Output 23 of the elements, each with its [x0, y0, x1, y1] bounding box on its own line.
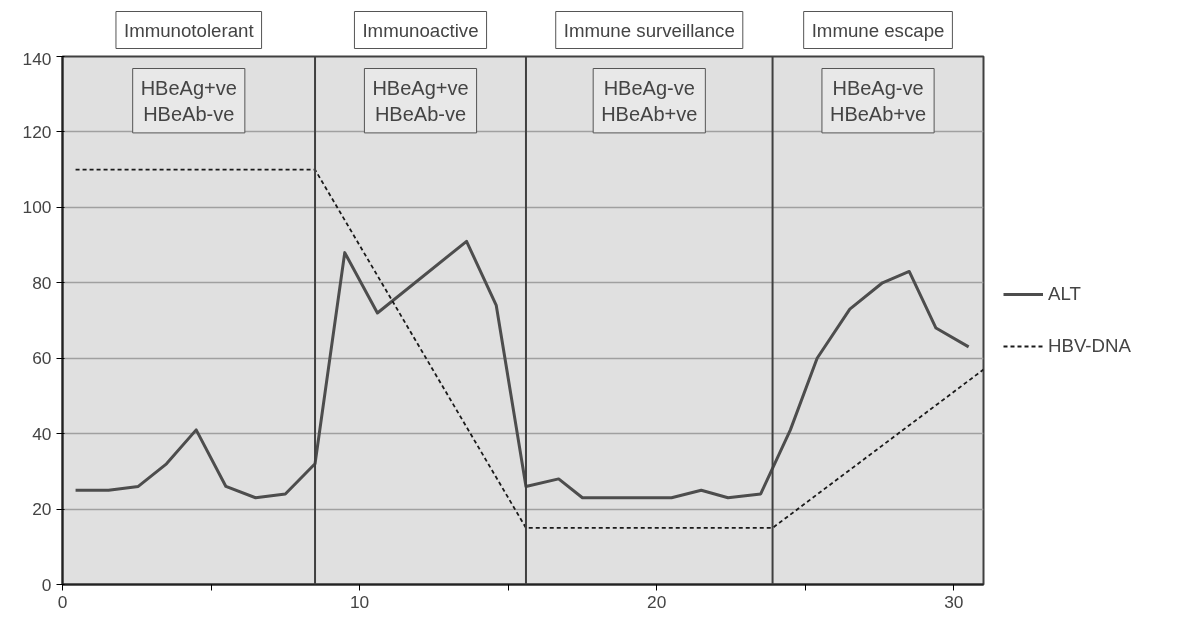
text: Immunoactive	[362, 19, 479, 41]
y-tick-label: 60	[32, 348, 52, 369]
text: Immune surveillance	[563, 19, 735, 41]
x-tick-label: 0	[57, 591, 68, 612]
y-tick-label: 100	[22, 197, 52, 218]
annotation: HBeAg-ve HBeAb+ve	[829, 76, 927, 125]
y-tick-label: 40	[32, 423, 52, 444]
y-tick-label: 0	[41, 574, 52, 595]
text: Immunotolerant	[123, 19, 255, 41]
x-tick-label: 10	[349, 591, 370, 612]
y-tick-label: 120	[22, 121, 52, 142]
annotation: HBeAg+ve HBeAb-ve	[140, 76, 237, 125]
legend-label: ALT	[1048, 283, 1081, 305]
x-tick-label: 30	[944, 591, 964, 612]
line-series	[74, 239, 971, 500]
y-tick-label: 80	[32, 272, 52, 293]
text: Immune escape	[811, 19, 945, 41]
y-tick-label: 20	[32, 499, 52, 520]
legend-label: HBV-DNA	[1048, 335, 1131, 357]
y-tick-label: 140	[22, 48, 52, 69]
annotation: HBeAg-ve HBeAb+ve	[601, 76, 698, 125]
annotation: HBeAg+ve HBeAb-ve	[372, 76, 469, 125]
x-tick-label: 20	[647, 591, 667, 612]
